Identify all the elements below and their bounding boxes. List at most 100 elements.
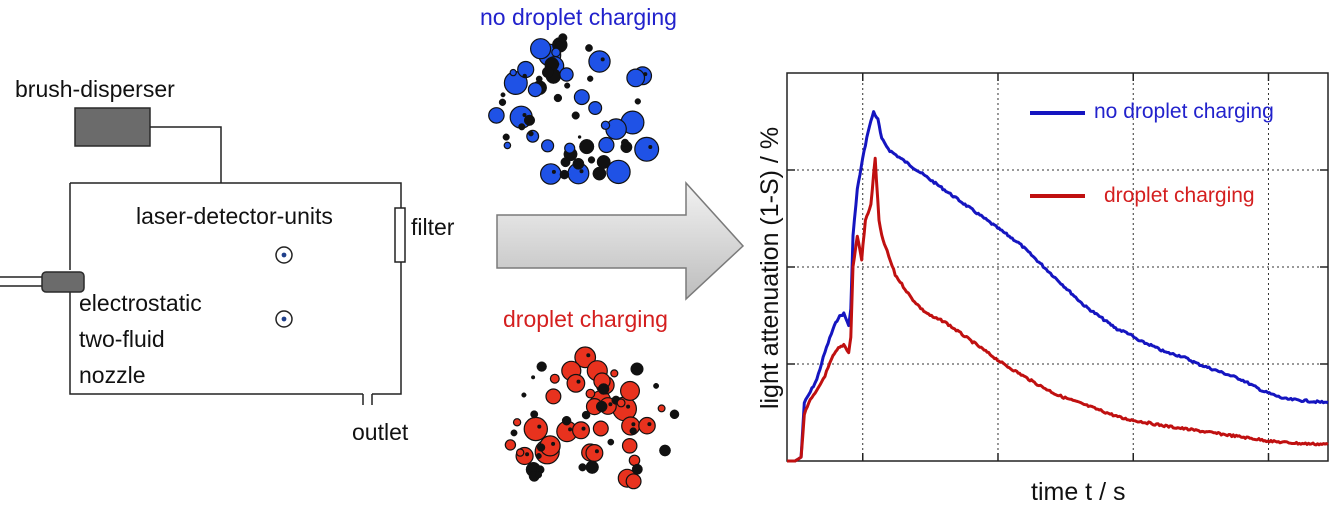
captured-particle — [551, 169, 556, 174]
brush-disperser-label: brush-disperser — [15, 76, 175, 102]
particle — [500, 92, 506, 98]
droplet — [598, 136, 615, 154]
particle — [559, 169, 570, 180]
particle-cluster-no-charging — [488, 33, 660, 185]
legend-label-droplet-charging: droplet charging — [1104, 184, 1255, 207]
particle — [531, 375, 536, 380]
particle — [669, 409, 680, 420]
particle — [629, 427, 637, 435]
nozzle-body — [41, 271, 85, 293]
particle — [581, 410, 591, 420]
series-line-droplet-charging — [787, 156, 1329, 463]
particle — [523, 114, 536, 126]
droplet — [619, 380, 640, 401]
particle — [571, 111, 580, 120]
particle — [572, 157, 585, 170]
droplet — [504, 439, 517, 451]
droplet — [551, 47, 561, 58]
droplet — [638, 416, 656, 435]
droplet — [488, 107, 505, 124]
particle — [659, 444, 671, 457]
particle — [585, 44, 593, 52]
particle — [498, 98, 507, 106]
particle — [653, 382, 660, 389]
chamber-outline — [69, 182, 402, 395]
particle — [585, 460, 599, 474]
particle — [558, 33, 568, 43]
particle — [607, 438, 615, 446]
particle — [592, 166, 607, 181]
particle — [621, 138, 629, 147]
laser-detector-unit-lower — [275, 310, 293, 328]
filter-label: filter — [411, 214, 455, 240]
particle — [530, 410, 539, 419]
captured-particle — [647, 422, 652, 427]
droplet — [540, 139, 555, 153]
droplet — [610, 369, 619, 378]
x-axis-label: time t / s — [1031, 478, 1126, 506]
particle — [634, 98, 641, 105]
particle — [577, 135, 582, 139]
droplet — [529, 38, 552, 60]
captured-particle — [551, 441, 556, 446]
particle — [579, 139, 595, 155]
captured-particle — [522, 113, 527, 117]
particle — [518, 123, 526, 131]
nozzle-label-line2: two-fluid — [79, 326, 165, 352]
captured-particle — [581, 426, 586, 431]
droplet — [545, 388, 562, 405]
process-arrow — [496, 181, 745, 301]
particle — [535, 453, 542, 459]
chart-ticks — [787, 73, 1328, 461]
captured-particle — [568, 427, 573, 432]
droplet — [527, 82, 543, 98]
particle — [541, 66, 554, 79]
legend-label-no-droplet-charging: no droplet charging — [1094, 100, 1274, 123]
outlet-label: outlet — [352, 419, 409, 445]
particle — [631, 463, 643, 475]
inset-label-no-droplet-charging: no droplet charging — [480, 4, 677, 30]
particle — [561, 415, 572, 426]
particle — [535, 471, 543, 479]
captured-particle — [608, 402, 613, 407]
droplet — [625, 473, 642, 490]
captured-particle — [525, 452, 530, 457]
droplet — [657, 404, 666, 413]
droplet — [600, 120, 611, 131]
particle — [595, 400, 608, 413]
droplet — [626, 68, 646, 88]
droplet — [573, 89, 590, 106]
captured-particle — [586, 353, 591, 358]
light-attenuation-chart — [786, 72, 1329, 463]
droplet — [539, 163, 562, 185]
laser-detector-units-label: laser-detector-units — [136, 203, 333, 229]
outlet-pipe — [362, 394, 373, 405]
droplet — [606, 159, 631, 185]
particle — [535, 75, 543, 83]
droplet — [549, 373, 560, 384]
captured-particle — [579, 169, 584, 174]
particle — [587, 156, 596, 164]
captured-particle — [576, 379, 581, 384]
particle — [536, 443, 546, 452]
particle — [596, 155, 611, 169]
brush-disperser-box — [74, 107, 151, 147]
captured-particle — [594, 449, 599, 454]
particle — [502, 133, 510, 141]
droplet — [605, 118, 627, 140]
particle — [555, 41, 564, 49]
droplet — [588, 50, 611, 73]
particle — [521, 392, 527, 398]
inset-label-droplet-charging: droplet charging — [503, 306, 668, 332]
particle-cluster-charging — [504, 346, 680, 490]
particle — [510, 429, 518, 437]
droplet — [564, 142, 576, 154]
droplet — [621, 437, 638, 454]
droplet — [574, 346, 597, 369]
droplet — [559, 67, 574, 82]
nozzle-label-line1: electrostatic — [79, 290, 202, 316]
droplet — [592, 420, 609, 437]
laser-detector-unit-upper — [275, 246, 293, 264]
